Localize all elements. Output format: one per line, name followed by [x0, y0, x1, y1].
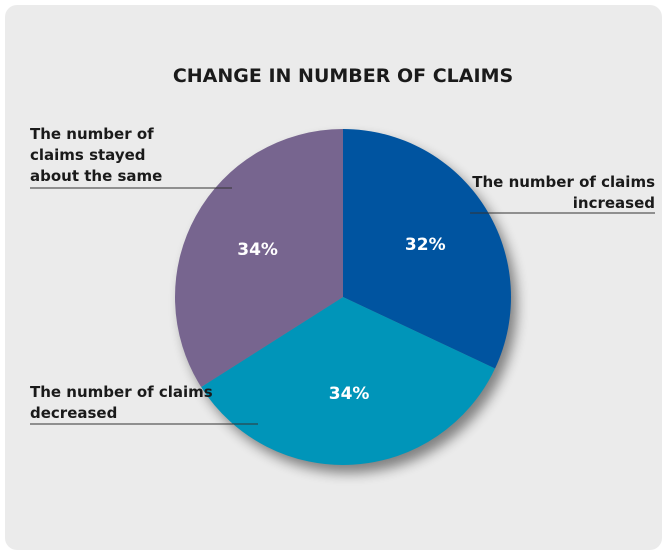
slice-value-label: 34%	[237, 240, 278, 260]
pie-slice	[175, 129, 343, 388]
slice-value-label: 34%	[329, 384, 370, 404]
pie-slice	[201, 297, 496, 465]
category-label: The number of claims stayed about the sa…	[30, 125, 163, 185]
category-label: The number of claims decreased	[30, 383, 213, 422]
pie-slice	[343, 129, 511, 369]
category-label: The number of claims increased	[472, 173, 655, 212]
slice-value-label: 32%	[405, 235, 446, 255]
chart-title: CHANGE IN NUMBER OF CLAIMS	[173, 65, 513, 87]
